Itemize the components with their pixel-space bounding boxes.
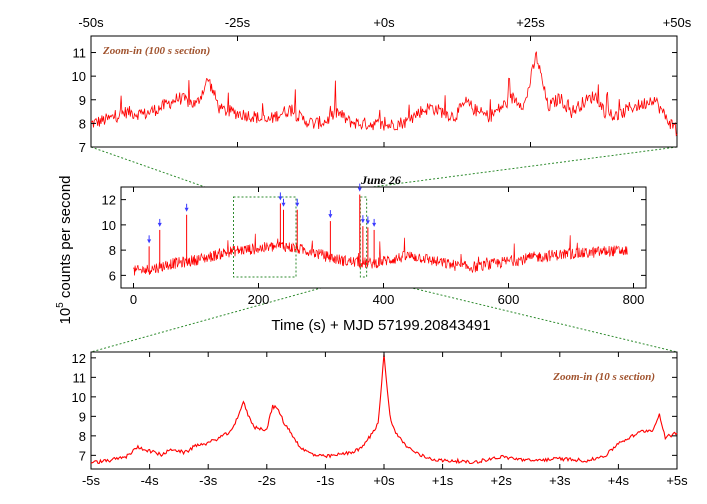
middle-axes: 6 8 10 12 0 200 400 600 800 xyxy=(102,187,646,307)
middle-y-tick-label: 10 xyxy=(102,218,116,233)
middle-zoom-boxes xyxy=(233,196,368,278)
middle-x-tick-label: 0 xyxy=(130,292,137,307)
zoom-box-10s xyxy=(359,196,368,278)
bottom-x-tick-label: +2s xyxy=(491,473,513,488)
top-annotation: Zoom-in (100 s section) xyxy=(102,45,210,57)
bottom-x-tick-label: -4s xyxy=(141,473,160,488)
zoom-connector-line xyxy=(90,276,361,353)
top-y-tick-label: 11 xyxy=(73,46,87,61)
svg-text:105 counts per second: 105 counts per second xyxy=(55,176,74,325)
panel-bottom-zoom-10s: 7 8 9 10 11 12 -5s -4s -3s -2s -1s +0s +1s +2s +3s +4s +… xyxy=(72,351,689,488)
bottom-x-tick-label: +3s xyxy=(549,473,571,488)
middle-series xyxy=(133,233,628,276)
top-x-tick-label: +50s xyxy=(663,15,692,30)
middle-y-tick-label: 6 xyxy=(109,268,116,283)
bottom-x-tick-label: +0s xyxy=(373,473,395,488)
bottom-y-tick-label: 9 xyxy=(79,409,86,424)
bottom-y-tick-label: 7 xyxy=(79,448,86,463)
bottom-x-tick-label: -1s xyxy=(316,473,335,488)
bottom-plot-frame xyxy=(90,351,678,470)
middle-flare-markers xyxy=(147,183,377,271)
top-series-line xyxy=(90,51,678,137)
middle-x-tick-label: 600 xyxy=(498,292,520,307)
flare-marker-arrow xyxy=(278,196,283,201)
middle-series-line xyxy=(133,233,628,276)
top-y-tick-label: 9 xyxy=(79,93,86,108)
bottom-y-tick-label: 12 xyxy=(72,351,86,366)
ylabel-power: 10 xyxy=(57,308,74,325)
panel-top-zoom-100s: 7 8 9 10 11 -50s -25s +0s +25s +50s Zoom-in (100 … xyxy=(72,15,692,155)
top-x-tick-label: +0s xyxy=(373,15,395,30)
middle-x-tick-label: 800 xyxy=(623,292,645,307)
flare-marker-arrow xyxy=(357,187,362,192)
bottom-x-tick-label: -3s xyxy=(199,473,218,488)
flare-marker-arrow xyxy=(328,214,333,219)
top-y-tick-label: 7 xyxy=(79,140,86,155)
bottom-x-tick-label: +5s xyxy=(666,473,688,488)
top-y-tick-label: 10 xyxy=(72,69,86,84)
flare-marker-arrow xyxy=(157,222,162,227)
flare-marker-arrow xyxy=(295,202,300,207)
middle-x-tick-label: 400 xyxy=(373,292,395,307)
bottom-x-tick-label: +1s xyxy=(432,473,454,488)
middle-xlabel: Time (s) + MJD 57199.20843491 xyxy=(271,317,490,334)
zoom-connector-line xyxy=(366,276,678,353)
flare-marker-arrow xyxy=(147,239,152,244)
zoom-box-100s xyxy=(233,196,297,278)
flare-marker-arrow xyxy=(184,207,189,212)
ylabel-exponent: 5 xyxy=(55,302,66,308)
bottom-x-tick-label: -5s xyxy=(82,473,101,488)
shared-y-axis-label: 105 counts per second xyxy=(55,176,74,325)
panel-middle-full: June 26 6 8 10 12 0 200 400 600 800 Time (s) + M… xyxy=(102,173,647,334)
top-x-tick-label: -25s xyxy=(225,15,251,30)
bottom-y-tick-label: 11 xyxy=(73,370,87,385)
top-x-tick-label: +25s xyxy=(516,15,545,30)
bottom-axes: 7 8 9 10 11 12 -5s -4s -3s -2s -1s +0s +1s +2s +3s +4s +… xyxy=(72,351,689,488)
bottom-x-tick-label: -2s xyxy=(258,473,277,488)
top-y-tick-label: 8 xyxy=(79,116,86,131)
flare-marker-arrow xyxy=(360,219,365,224)
top-axes: 7 8 9 10 11 -50s -25s +0s +25s +50s xyxy=(72,15,692,155)
bottom-y-tick-label: 8 xyxy=(79,429,86,444)
ylabel-text: counts per second xyxy=(57,176,74,299)
flare-marker-arrow xyxy=(281,202,286,207)
bottom-annotation: Zoom-in (10 s section) xyxy=(552,371,655,383)
bottom-x-tick-label: +4s xyxy=(608,473,630,488)
top-series xyxy=(90,51,678,137)
bottom-y-tick-label: 10 xyxy=(72,390,86,405)
flare-marker-arrow xyxy=(372,222,377,227)
middle-title: June 26 xyxy=(360,173,401,187)
top-x-tick-label: -50s xyxy=(78,15,104,30)
middle-plot-frame xyxy=(120,186,647,289)
middle-x-tick-label: 200 xyxy=(248,292,270,307)
flare-marker-arrow xyxy=(365,220,370,225)
middle-y-tick-label: 12 xyxy=(102,193,116,208)
middle-y-tick-label: 8 xyxy=(109,243,116,258)
